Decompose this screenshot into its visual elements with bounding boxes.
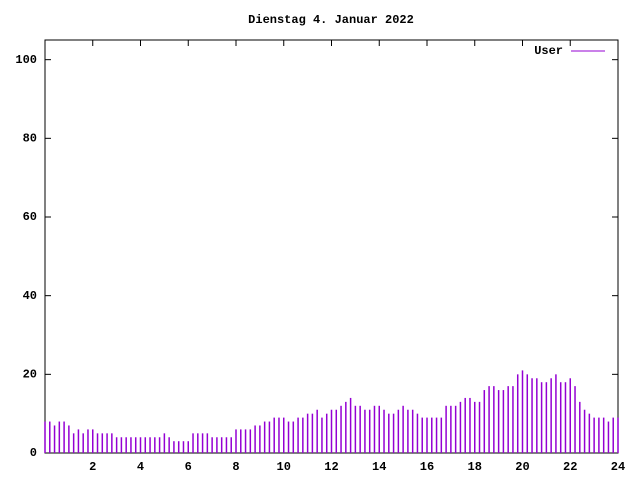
y-tick-label: 0 — [30, 446, 37, 460]
legend-label: User — [534, 44, 563, 58]
x-tick-label: 18 — [468, 460, 482, 474]
x-tick-label: 4 — [137, 460, 144, 474]
x-tick-label: 24 — [611, 460, 625, 474]
y-tick-label: 20 — [23, 368, 37, 382]
y-tick-label: 100 — [15, 53, 37, 67]
x-tick-label: 6 — [185, 460, 192, 474]
x-tick-label: 22 — [563, 460, 577, 474]
chart-title: Dienstag 4. Januar 2022 — [248, 13, 414, 27]
x-tick-label: 8 — [232, 460, 239, 474]
x-tick-label: 16 — [420, 460, 434, 474]
x-tick-label: 20 — [515, 460, 529, 474]
x-tick-label: 2 — [89, 460, 96, 474]
y-tick-label: 60 — [23, 210, 37, 224]
x-tick-label: 12 — [324, 460, 338, 474]
y-tick-label: 40 — [23, 289, 37, 303]
x-tick-label: 14 — [372, 460, 386, 474]
y-tick-label: 80 — [23, 132, 37, 146]
x-tick-label: 10 — [277, 460, 291, 474]
